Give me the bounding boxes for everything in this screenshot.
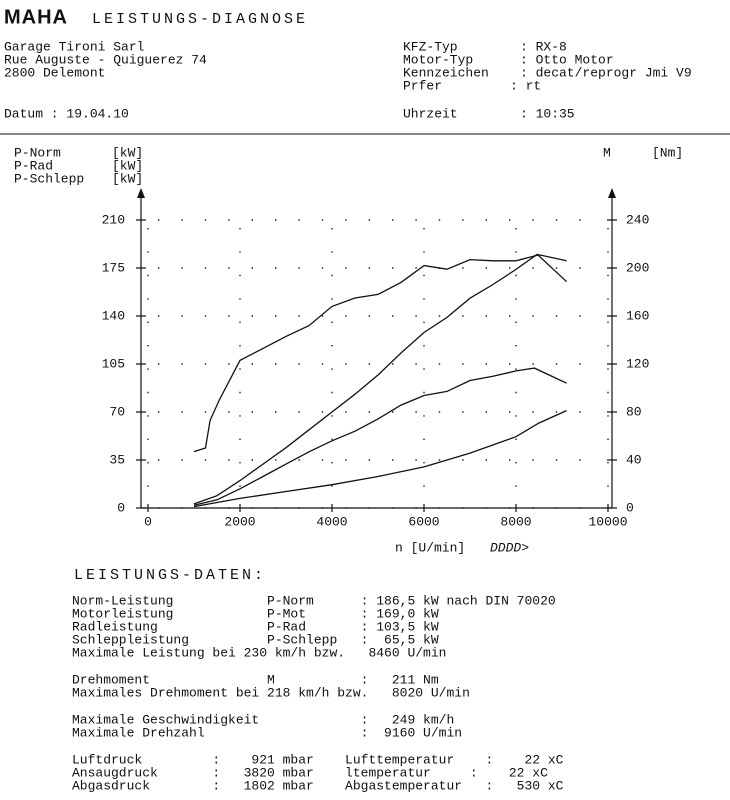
report-title: LEISTUNGS-DIAGNOSE: [92, 11, 308, 28]
axis-label: M: [603, 145, 611, 160]
y2-tick-label: 0: [626, 500, 634, 515]
y2-tick-label: 80: [626, 404, 642, 419]
x-axis-note: DDDD>: [490, 540, 529, 555]
address-line: Rue Auguste - Quiguerez 74: [4, 52, 207, 67]
vehicle-value: : decat/reprogr Jmi V9: [520, 65, 692, 80]
x-tick-label: 6000: [408, 514, 439, 529]
x-tick-label: 10000: [588, 514, 627, 529]
result-line: Maximales Drehmoment bei 218 km/h bzw. 8…: [72, 685, 470, 700]
axis-unit: [Nm]: [652, 145, 683, 160]
result-line: Maximale Geschwindigkeit : 249 km/h: [72, 712, 454, 727]
vehicle-label: KFZ-Typ: [403, 39, 458, 54]
x-tick-label: 0: [144, 514, 152, 529]
result-line: Drehmoment M : 211 Nm: [72, 672, 439, 687]
axis-label: P-Norm: [14, 145, 61, 160]
time-label: Uhrzeit: [403, 106, 458, 121]
curve: [193, 367, 567, 506]
y-tick-label: 70: [109, 404, 125, 419]
result-line: Maximale Leistung bei 230 km/h bzw. 8460…: [72, 645, 446, 660]
vehicle-label: Kennzeichen: [403, 65, 489, 80]
y2-tick-label: 160: [626, 308, 649, 323]
x-tick-label: 8000: [500, 514, 531, 529]
y2-tick-label: 120: [626, 356, 649, 371]
address-line: Garage Tironi Sarl: [4, 39, 145, 54]
y-tick-label: 175: [102, 260, 125, 275]
result-line: Schleppleistung P-Schlepp : 65,5 kW: [72, 632, 439, 647]
axis-unit: [kW]: [112, 171, 143, 186]
curve: [193, 410, 567, 508]
x-axis-title: n [U/min]: [395, 540, 465, 555]
vehicle-value: : Otto Motor: [520, 52, 614, 67]
vehicle-label: Prfer: [403, 78, 442, 93]
result-line: Radleistung P-Rad : 103,5 kW: [72, 619, 439, 634]
y-tick-label: 35: [109, 452, 125, 467]
curve: [193, 253, 568, 505]
y-tick-label: 105: [102, 356, 125, 371]
logo: MAHA: [4, 6, 68, 28]
axis-label: P-Schlepp: [14, 171, 84, 186]
result-line: Abgasdruck : 1802 mbar Abgastemperatur :…: [72, 778, 564, 793]
vehicle-value: : rt: [510, 78, 541, 93]
axis-arrow: [608, 188, 616, 198]
x-tick-label: 2000: [224, 514, 255, 529]
result-line: Luftdruck : 921 mbar Lufttemperatur : 22…: [72, 752, 564, 767]
axis-label: P-Rad: [14, 158, 53, 173]
axis-unit: [kW]: [112, 158, 143, 173]
result-line: Maximale Drehzahl : 9160 U/min: [72, 725, 462, 740]
result-line: Norm-Leistung P-Norm : 186,5 kW nach DIN…: [72, 593, 556, 608]
vehicle-label: Motor-Typ: [403, 52, 473, 67]
time-value: : 10:35: [520, 106, 575, 121]
y-tick-label: 0: [117, 500, 125, 515]
date: Datum : 19.04.10: [4, 106, 129, 121]
section-title: LEISTUNGS-DATEN:: [74, 567, 266, 584]
y-tick-label: 140: [102, 308, 125, 323]
axis-unit: [kW]: [112, 145, 143, 160]
y2-tick-label: 200: [626, 260, 649, 275]
curve: [193, 254, 567, 453]
y2-tick-label: 40: [626, 452, 642, 467]
result-line: Ansaugdruck : 3820 mbar ltemperatur : 22…: [72, 765, 548, 780]
y2-tick-label: 240: [626, 212, 649, 227]
x-tick-label: 4000: [316, 514, 347, 529]
axis-arrow: [137, 188, 145, 198]
address-line: 2800 Delemont: [4, 65, 105, 80]
vehicle-value: : RX-8: [520, 39, 567, 54]
y-tick-label: 210: [102, 212, 125, 227]
result-line: Motorleistung P-Mot : 169,0 kW: [72, 606, 439, 621]
